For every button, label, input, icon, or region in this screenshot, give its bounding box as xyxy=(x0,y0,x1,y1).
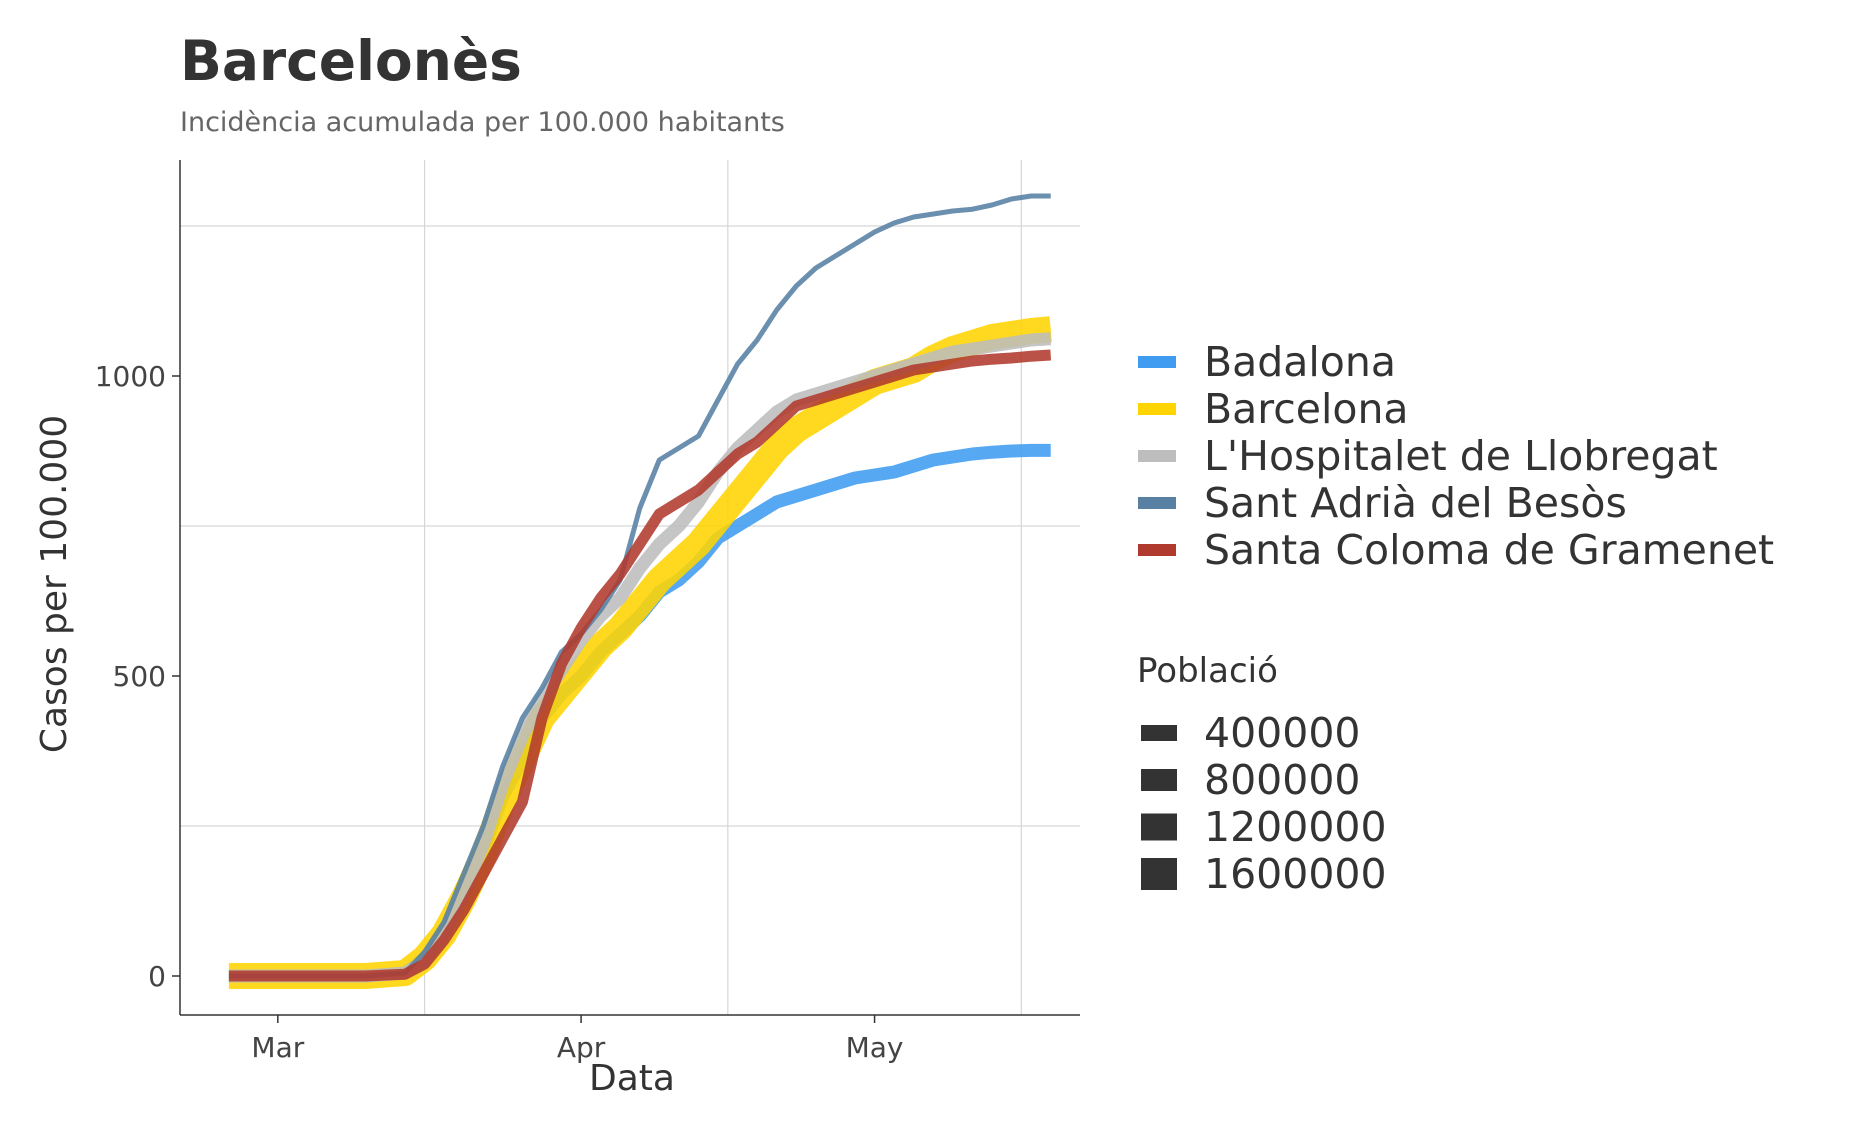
x-axis-title: Data xyxy=(589,1058,675,1099)
chart-subtitle: Incidència acumulada per 100.000 habitan… xyxy=(180,107,785,138)
size-legend-swatch xyxy=(1141,769,1177,791)
gridlines xyxy=(180,160,1080,1015)
legend-label: Santa Coloma de Gramenet xyxy=(1204,526,1774,574)
x-tick-label: Mar xyxy=(251,1031,304,1064)
series-lines xyxy=(228,193,1052,989)
size-legend-swatch xyxy=(1141,813,1177,841)
x-tick-label: Apr xyxy=(557,1031,606,1064)
size-legend-label: 1600000 xyxy=(1204,850,1387,898)
plot-area: 0 500 1000 Mar Apr May xyxy=(95,160,1080,1064)
axes: 0 500 1000 Mar Apr May xyxy=(95,160,1080,1064)
size-legend-swatch xyxy=(1141,725,1177,741)
legend-label: Sant Adrià del Besòs xyxy=(1204,479,1627,527)
series-line xyxy=(228,332,1052,983)
size-legend-swatch xyxy=(1141,858,1177,890)
series-line xyxy=(228,193,1051,979)
y-tick-label: 1000 xyxy=(95,360,166,393)
y-tick-label: 500 xyxy=(113,660,166,693)
series-line xyxy=(228,316,1052,989)
y-tick-label: 0 xyxy=(148,960,166,993)
series-line xyxy=(228,443,1051,983)
size-legend-title: Població xyxy=(1137,651,1278,691)
x-tick-label: May xyxy=(846,1031,904,1064)
legend-label: Badalona xyxy=(1204,338,1396,386)
y-axis-title: Casos per 100.000 xyxy=(34,415,75,753)
size-legend-label: 400000 xyxy=(1204,709,1361,757)
legend-label: Barcelona xyxy=(1204,385,1409,433)
chart-title: Barcelonès xyxy=(180,29,522,93)
size-legend-label: 1200000 xyxy=(1204,803,1387,851)
legend-label: L'Hospitalet de Llobregat xyxy=(1204,432,1718,480)
series-line xyxy=(228,349,1052,982)
size-legend-label: 800000 xyxy=(1204,756,1361,804)
